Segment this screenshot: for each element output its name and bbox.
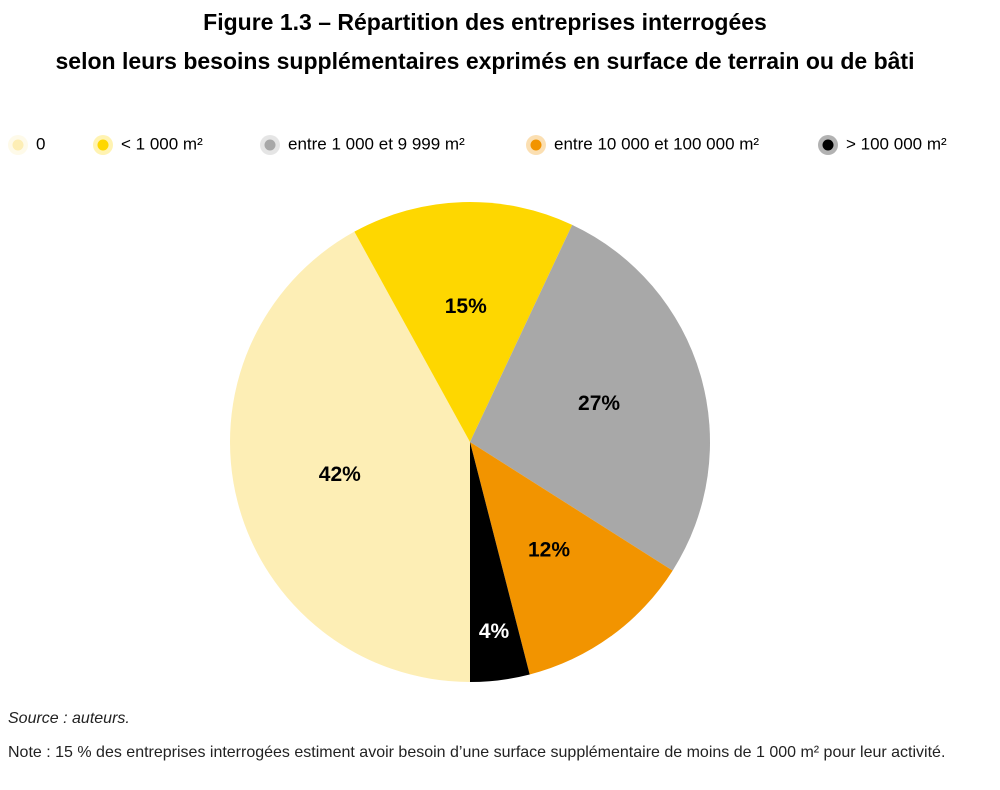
legend-label: > 100 000 m² bbox=[846, 134, 947, 153]
legend-marker bbox=[97, 139, 109, 151]
chart: Figure 1.3 – Répartition des entreprises… bbox=[8, 9, 947, 682]
legend-marker bbox=[530, 139, 542, 151]
data-label: 4% bbox=[479, 620, 510, 643]
pie-slice bbox=[470, 224, 710, 571]
chart-title: selon leurs besoins supplémentaires expr… bbox=[56, 48, 915, 74]
chart-title: Figure 1.3 – Répartition des entreprises… bbox=[203, 9, 767, 35]
pie-slice bbox=[470, 442, 673, 675]
legend-label: entre 1 000 et 9 999 m² bbox=[288, 134, 465, 153]
data-label: 12% bbox=[528, 538, 570, 561]
data-label: 27% bbox=[578, 392, 620, 415]
pie-slice bbox=[470, 442, 530, 682]
legend-marker bbox=[264, 139, 276, 151]
legend-label: 0 bbox=[36, 134, 45, 153]
source: Source : auteurs. bbox=[8, 710, 130, 727]
legend-marker bbox=[822, 139, 834, 151]
data-label: 15% bbox=[445, 295, 487, 318]
legend-marker bbox=[12, 139, 24, 151]
pie-slice bbox=[354, 202, 573, 442]
pie-slice bbox=[230, 231, 470, 682]
note: Note : 15 % des entreprises interrogées … bbox=[8, 744, 946, 761]
legend-label: < 1 000 m² bbox=[121, 134, 203, 153]
legend-label: entre 10 000 et 100 000 m² bbox=[554, 134, 759, 153]
data-label: 42% bbox=[319, 463, 361, 486]
